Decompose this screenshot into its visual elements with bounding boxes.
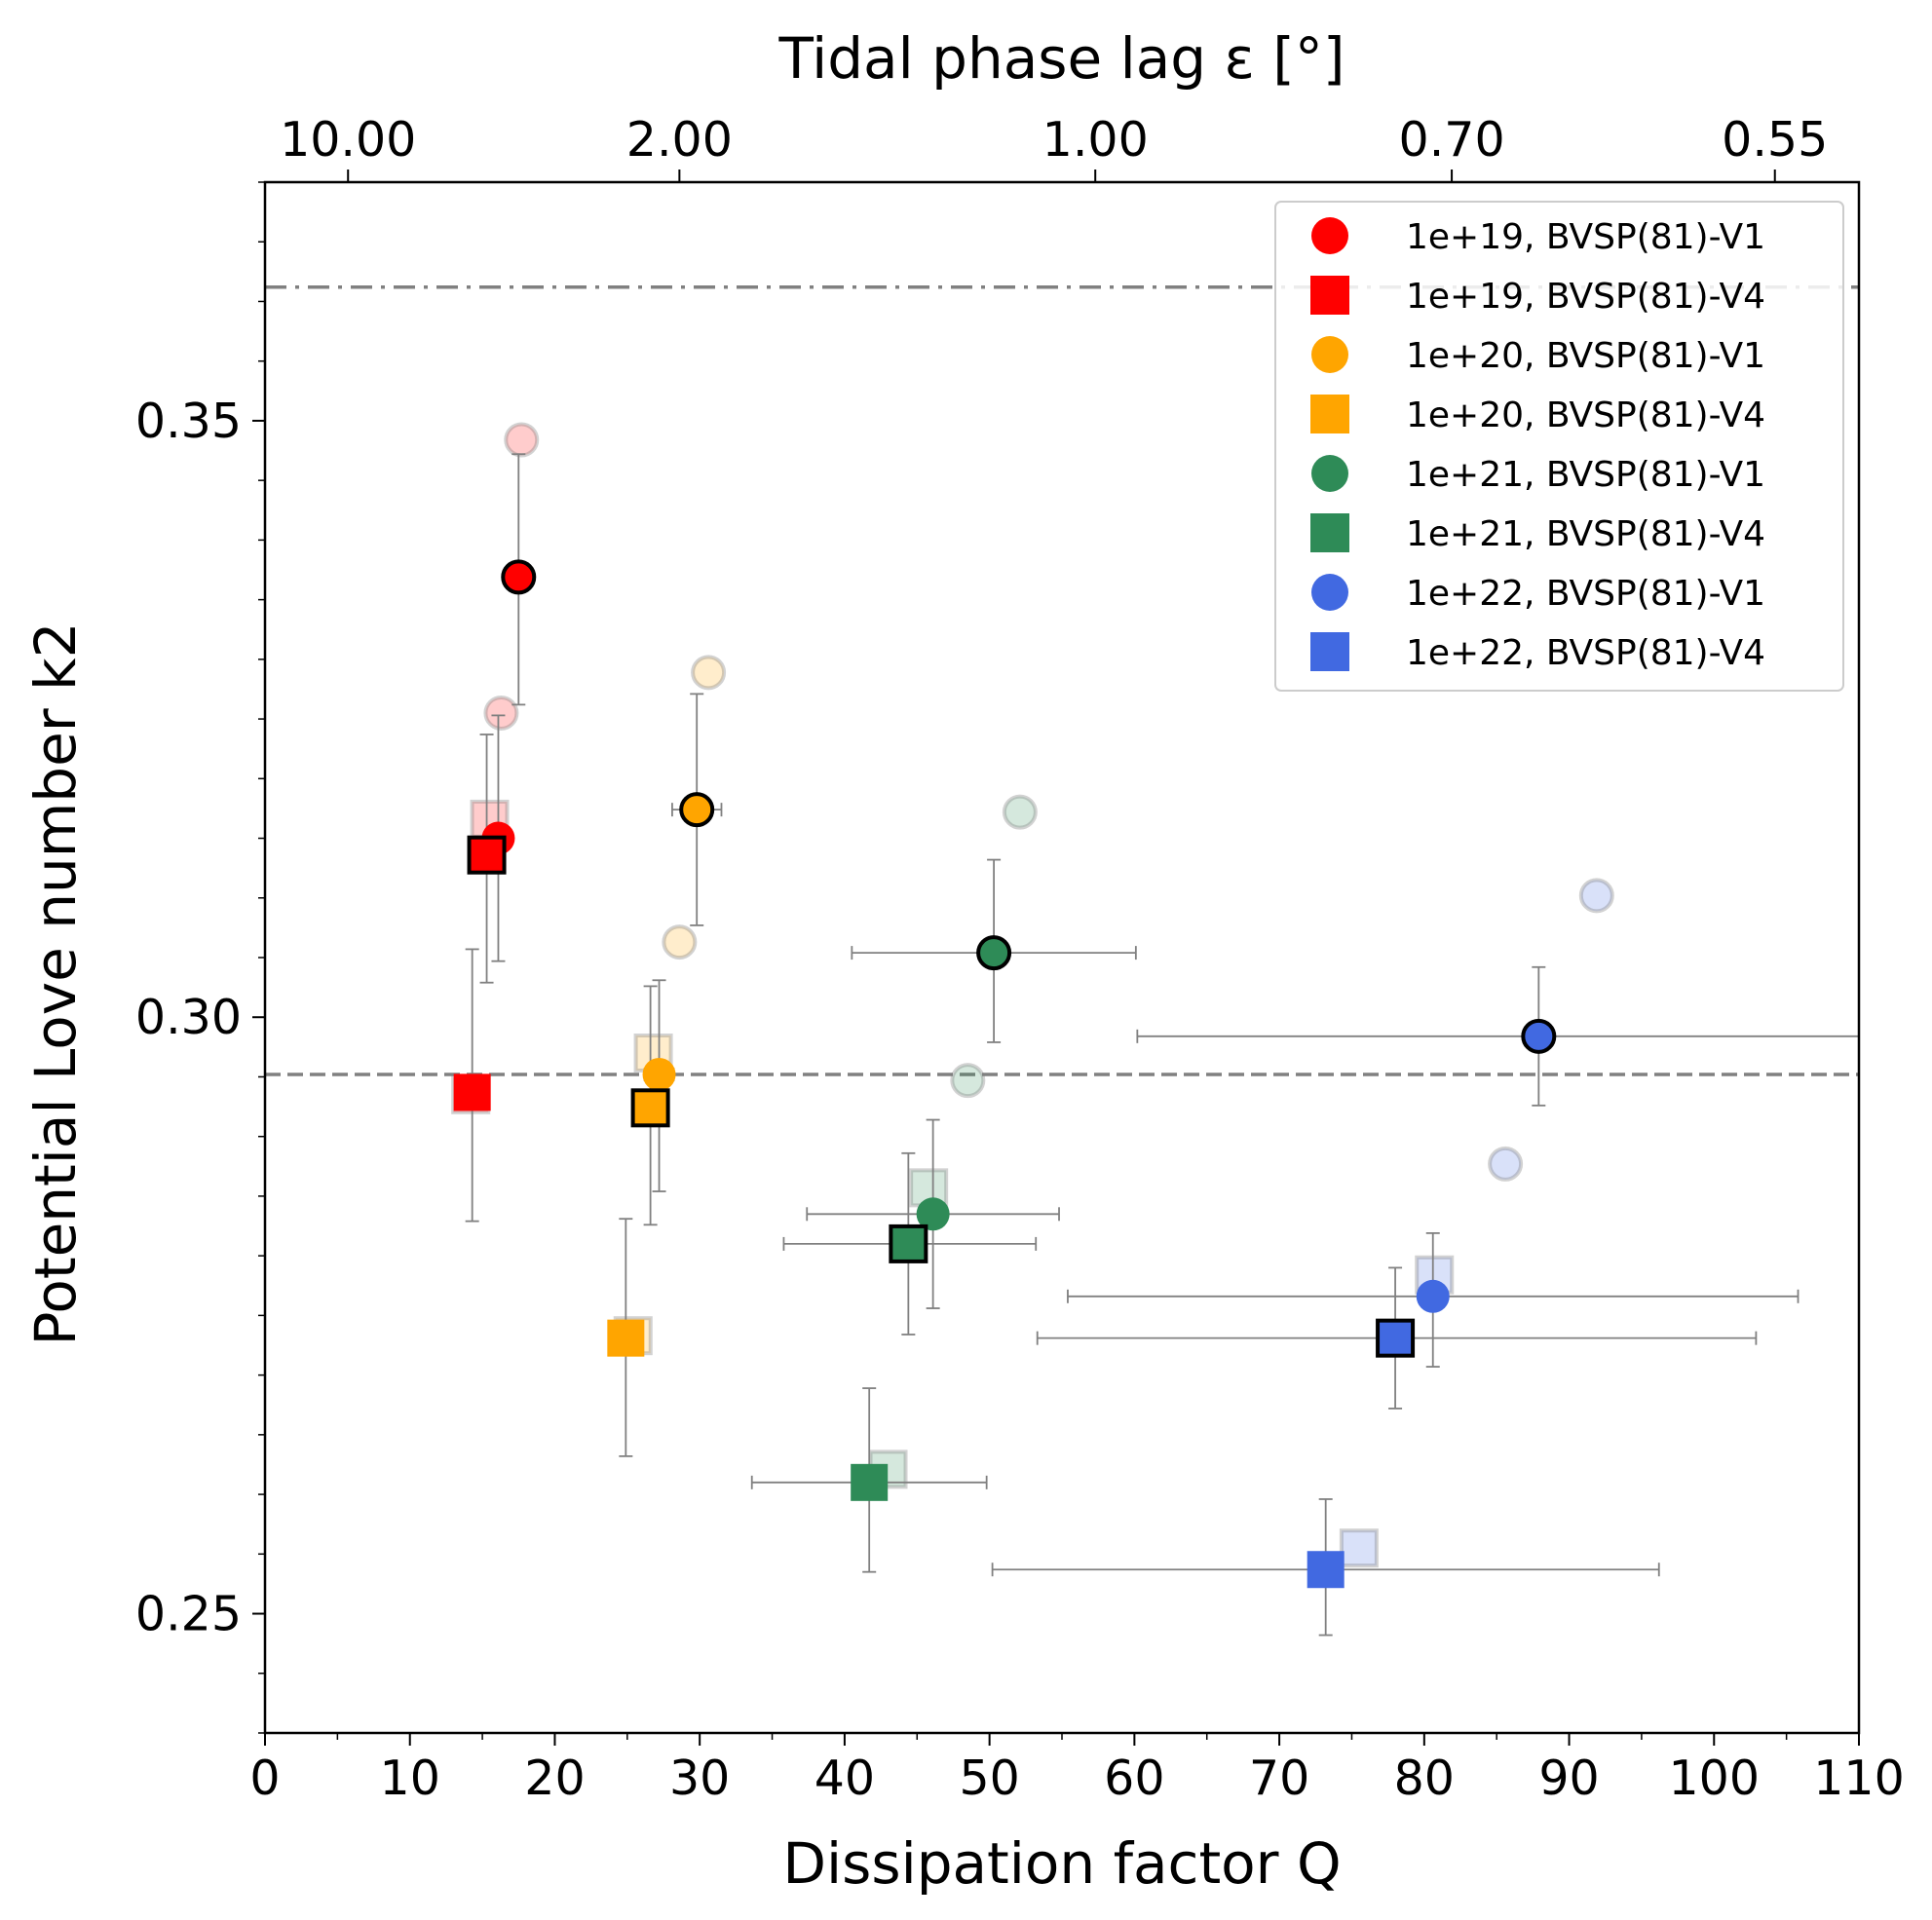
top-tick-label: 0.55 — [1722, 112, 1828, 168]
faded-circle-point — [662, 924, 698, 960]
square-point — [1307, 1551, 1345, 1589]
faded-circle-point — [504, 422, 540, 458]
y-tick-label: 0.30 — [135, 990, 242, 1045]
legend-label: 1e+20, BVSP(81)-V4 — [1406, 395, 1765, 435]
highlighted-circle-point — [679, 792, 715, 828]
legend-label: 1e+20, BVSP(81)-V1 — [1406, 336, 1765, 376]
x-tick-label: 0 — [249, 1751, 280, 1806]
faded-circle-point — [483, 695, 519, 731]
x-tick-label: 10 — [380, 1751, 440, 1806]
top-tick-label: 0.70 — [1399, 112, 1505, 168]
x-tick-label: 20 — [524, 1751, 585, 1806]
x-tick-label: 90 — [1538, 1751, 1599, 1806]
y-tick-label: 0.35 — [135, 394, 242, 449]
faded-circle-point — [1002, 794, 1038, 830]
circle-point — [642, 1058, 676, 1092]
x-tick-label: 40 — [814, 1751, 875, 1806]
y-tick-label: 0.25 — [135, 1587, 242, 1642]
x-tick-label: 80 — [1394, 1751, 1455, 1806]
legend-label: 1e+22, BVSP(81)-V4 — [1406, 633, 1765, 673]
top-tick-label: 10.00 — [280, 112, 416, 168]
legend-square-marker — [1310, 513, 1349, 552]
x-axis-title: Dissipation factor Q — [782, 1830, 1341, 1897]
faded-circle-point — [950, 1063, 986, 1099]
x-tick-label: 50 — [959, 1751, 1019, 1806]
legend-label: 1e+21, BVSP(81)-V1 — [1406, 455, 1765, 495]
square-point — [607, 1319, 645, 1357]
legend-circle-marker — [1311, 217, 1348, 254]
legend-square-marker — [1310, 276, 1349, 315]
highlighted-circle-point — [976, 935, 1012, 971]
legend-label: 1e+19, BVSP(81)-V4 — [1406, 277, 1765, 317]
legend-label: 1e+19, BVSP(81)-V1 — [1406, 217, 1765, 257]
faded-circle-point — [1488, 1146, 1524, 1182]
highlighted-square-point — [889, 1224, 928, 1263]
x-tick-label: 30 — [669, 1751, 730, 1806]
legend-circle-marker — [1311, 455, 1348, 492]
faded-circle-point — [1578, 878, 1614, 914]
y-axis-title: Potential Love number k2 — [22, 621, 89, 1345]
top-tick-label: 1.00 — [1042, 112, 1149, 168]
highlighted-square-point — [1376, 1318, 1416, 1358]
legend-box — [1274, 201, 1844, 692]
highlighted-square-point — [630, 1088, 670, 1128]
legend-label: 1e+22, BVSP(81)-V1 — [1406, 574, 1765, 614]
legend-label: 1e+21, BVSP(81)-V4 — [1406, 514, 1765, 554]
x-tick-label: 110 — [1813, 1751, 1905, 1806]
legend: 1e+19, BVSP(81)-V1 1e+19, BVSP(81)-V4 1e+2… — [1274, 201, 1844, 692]
legend-square-marker — [1310, 632, 1349, 671]
legend-circle-marker — [1311, 574, 1348, 611]
x-tick-label: 70 — [1249, 1751, 1309, 1806]
square-point — [453, 1073, 491, 1111]
x-tick-label: 60 — [1104, 1751, 1164, 1806]
highlighted-circle-point — [501, 559, 537, 595]
faded-square-point — [1339, 1528, 1379, 1568]
circle-point — [1416, 1279, 1450, 1313]
top-tick-label: 2.00 — [626, 112, 733, 168]
x-tick-label: 100 — [1669, 1751, 1761, 1806]
top-axis-title: Tidal phase lag ε [°] — [777, 25, 1345, 92]
faded-circle-point — [691, 655, 727, 691]
highlighted-circle-point — [1521, 1018, 1557, 1054]
square-point — [851, 1463, 889, 1501]
circle-point — [916, 1197, 950, 1231]
highlighted-square-point — [467, 835, 507, 875]
legend-square-marker — [1310, 395, 1349, 433]
legend-circle-marker — [1311, 336, 1348, 373]
